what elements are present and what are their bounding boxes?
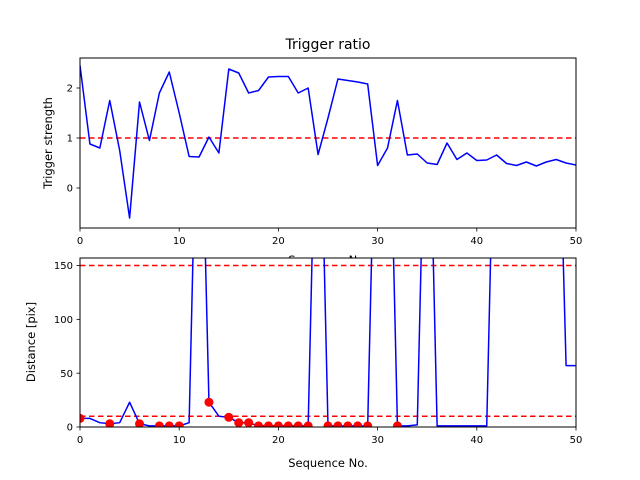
bottom-x-tick-label: 40 bbox=[470, 435, 483, 446]
bottom-x-tick-label: 20 bbox=[272, 435, 285, 446]
top-series-line bbox=[80, 65, 576, 219]
bottom-x-tick-label: 0 bbox=[77, 435, 83, 446]
bottom-marker-point bbox=[244, 418, 254, 427]
bottom-marker-point bbox=[293, 421, 303, 427]
bottom-marker-point bbox=[234, 418, 244, 427]
bottom-x-tick-label: 50 bbox=[570, 435, 583, 446]
bottom-marker-point bbox=[135, 419, 145, 427]
bottom-y-axis: 0 50 100 150 bbox=[54, 261, 80, 434]
bottom-plot-area bbox=[80, 258, 576, 427]
bottom-marker-point bbox=[254, 421, 264, 427]
top-x-tick-label: 0 bbox=[77, 236, 83, 247]
bottom-marker-point bbox=[105, 419, 115, 427]
bottom-marker-point bbox=[154, 421, 164, 427]
bottom-marker-point bbox=[353, 421, 363, 427]
bottom-y-axis-label: Distance [pix] bbox=[24, 302, 38, 382]
bottom-marker-point bbox=[174, 421, 184, 427]
bottom-x-axis-label: Sequence No. bbox=[288, 456, 367, 470]
bottom-marker-point bbox=[343, 421, 353, 427]
bottom-x-axis: 0 10 20 30 40 50 bbox=[77, 427, 583, 446]
top-plot-area bbox=[80, 65, 576, 219]
bottom-marker-point bbox=[204, 397, 214, 407]
bottom-marker-point bbox=[392, 421, 402, 427]
top-y-tick-label: 2 bbox=[67, 84, 73, 95]
top-y-tick-label: 1 bbox=[67, 134, 73, 145]
top-y-axis-label: Trigger strength bbox=[41, 97, 55, 190]
bottom-marker-point bbox=[263, 421, 273, 427]
bottom-marker-point bbox=[164, 421, 174, 427]
bottom-marker-point bbox=[80, 413, 85, 423]
top-x-tick-label: 30 bbox=[371, 236, 384, 247]
top-x-tick-label: 10 bbox=[173, 236, 186, 247]
bottom-x-tick-label: 30 bbox=[371, 435, 384, 446]
bottom-axes-frame bbox=[79, 257, 577, 428]
bottom-y-tick-label: 0 bbox=[67, 423, 73, 434]
bottom-marker-point bbox=[303, 421, 313, 427]
top-y-tick-label: 0 bbox=[67, 184, 73, 195]
bottom-chart: 0 10 20 30 40 50 0 50 100 150 Sequence No. Dista… bbox=[24, 257, 583, 470]
bottom-marker-point bbox=[323, 421, 333, 427]
top-axes-frame bbox=[79, 57, 577, 229]
bottom-y-tick-label: 150 bbox=[54, 261, 73, 272]
top-x-tick-label: 20 bbox=[272, 236, 285, 247]
top-y-axis: 0 1 2 bbox=[67, 84, 80, 195]
bottom-y-tick-label: 100 bbox=[54, 315, 73, 326]
bottom-y-tick-label: 50 bbox=[60, 369, 73, 380]
top-x-tick-label: 40 bbox=[470, 236, 483, 247]
bottom-marker-point bbox=[363, 421, 373, 427]
bottom-marker-point bbox=[333, 421, 343, 427]
top-x-axis: 0 10 20 30 40 50 bbox=[77, 228, 583, 247]
bottom-x-tick-label: 10 bbox=[173, 435, 186, 446]
bottom-marker-point bbox=[283, 421, 293, 427]
bottom-marker-point bbox=[224, 412, 234, 422]
top-x-tick-label: 50 bbox=[570, 236, 583, 247]
bottom-marker-point bbox=[273, 421, 283, 427]
chart-title: Trigger ratio bbox=[284, 37, 370, 53]
